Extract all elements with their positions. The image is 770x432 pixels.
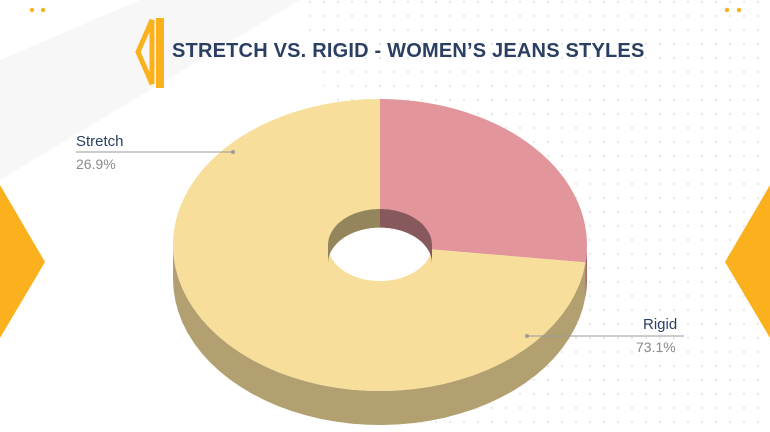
left-chevron-icon bbox=[0, 185, 45, 338]
slice-value-stretch: 26.9% bbox=[76, 156, 116, 172]
slice-stretch bbox=[380, 99, 587, 263]
donut-hole-opening bbox=[328, 227, 432, 281]
slice-wall-stretch bbox=[585, 245, 587, 297]
slice-label-stretch: Stretch bbox=[76, 133, 124, 150]
chart-title: STRETCH VS. RIGID - WOMEN’S JEANS STYLES bbox=[172, 40, 645, 62]
right-chevron-icon bbox=[725, 185, 770, 338]
slice-value-rigid: 73.1% bbox=[636, 339, 676, 355]
title-bracket-icon bbox=[135, 18, 155, 86]
slice-label-rigid: Rigid bbox=[643, 316, 678, 333]
inner-wall-rigid bbox=[328, 209, 380, 264]
slice-wall-rigid bbox=[173, 245, 586, 425]
leader-dot-rigid bbox=[525, 334, 529, 338]
leader-dot-stretch bbox=[231, 150, 235, 154]
inner-wall-stretch bbox=[380, 209, 432, 264]
